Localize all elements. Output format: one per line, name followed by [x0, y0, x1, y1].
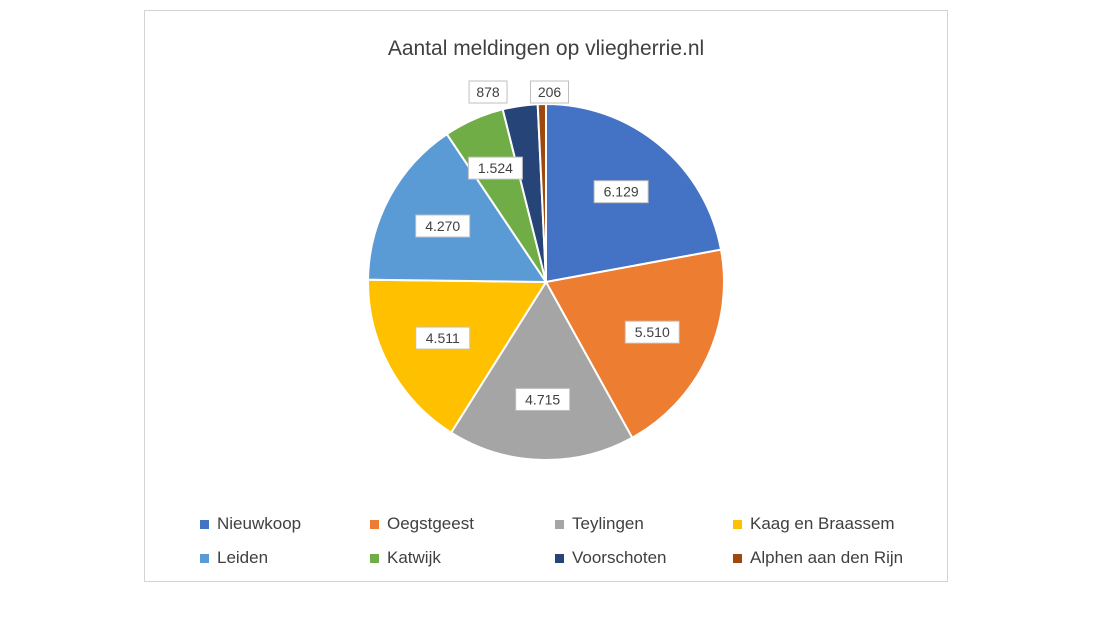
pie-chart: 6.129 5.510 4.715 4.511 4.270 1.524 878 206 [367, 80, 725, 461]
data-label-text: 4.511 [426, 330, 460, 346]
data-label-katwijk: 1.524 [467, 156, 523, 180]
data-label-text: 4.715 [525, 391, 560, 407]
pie-slice-kaag-en-braassem [367, 278, 548, 434]
data-label-teylingen: 4.715 [515, 387, 571, 411]
pie-slice-alphen-aan-den-rijn [536, 102, 547, 283]
data-label-oegstgeest: 5.510 [624, 320, 680, 344]
data-label-alphen-aan-den-rijn: 206 [530, 80, 570, 104]
chart-title: Aantal meldingen op vliegherrie.nl [387, 37, 705, 60]
pie-slice-oegstgeest [544, 248, 725, 440]
data-label-kaag-en-braassem: 4.511 [415, 326, 471, 350]
data-label-text: 206 [538, 84, 562, 100]
data-label-voorschoten: 878 [468, 80, 508, 104]
data-label-text: 1.524 [478, 160, 513, 176]
pie-slice-teylingen [449, 280, 634, 461]
data-label-text: 6.129 [604, 184, 639, 200]
chart-frame: Aantal meldingen op vliegherrie.nl 6.129… [144, 10, 948, 582]
data-label-nieuwkoop: 6.129 [593, 180, 649, 204]
data-label-text: 878 [476, 84, 500, 100]
pie-slice-leiden [367, 132, 548, 284]
data-label-text: 5.510 [635, 324, 670, 340]
data-label-leiden: 4.270 [415, 214, 471, 238]
data-label-text: 4.270 [425, 218, 460, 234]
